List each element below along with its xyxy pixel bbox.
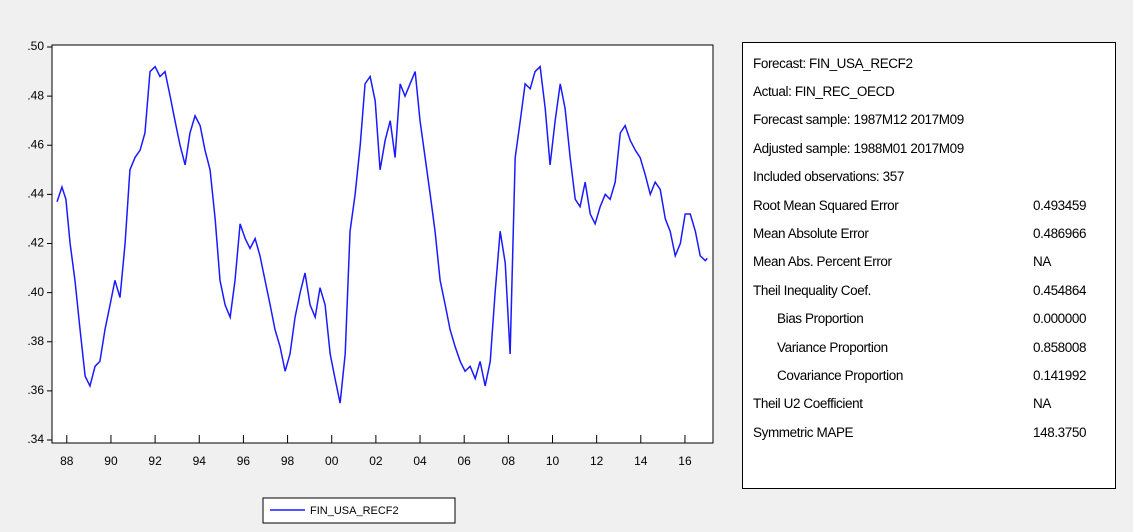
x-tick-label: 88 — [60, 454, 74, 468]
stat-label: Theil Inequality Coef. — [753, 282, 872, 298]
stats-row: Adjusted sample: 1988M01 2017M09 — [753, 134, 1115, 162]
y-tick-label: .42 — [27, 236, 44, 250]
x-tick-label: 92 — [148, 454, 162, 468]
stats-row: Forecast sample: 1987M12 2017M09 — [753, 106, 1115, 134]
stat-label: Mean Absolute Error — [753, 226, 869, 242]
x-tick-label: 00 — [325, 454, 339, 468]
x-tick-label: 96 — [237, 454, 251, 468]
y-tick-label: .48 — [27, 88, 44, 102]
stats-row: Included observations: 357 — [753, 163, 1115, 191]
x-tick-label: 98 — [281, 454, 295, 468]
x-tick-label: 10 — [546, 454, 560, 468]
stat-label: Mean Abs. Percent Error — [753, 254, 892, 270]
stats-row: Root Mean Squared Error 0.493459 — [753, 191, 1115, 219]
x-tick-label: 08 — [502, 454, 516, 468]
stat-label: Covariance Proportion — [777, 367, 903, 383]
stat-value: 0.454864 — [1033, 282, 1087, 298]
stat-label: Forecast: FIN_USA_RECF2 — [753, 55, 913, 71]
stat-label: Variance Proportion — [777, 339, 888, 355]
x-tick-label: 16 — [678, 454, 692, 468]
x-tick-label: 94 — [193, 454, 207, 468]
stat-value: NA — [1033, 254, 1051, 270]
stat-value: 0.858008 — [1033, 339, 1087, 355]
stats-row: Theil Inequality Coef. 0.454864 — [753, 276, 1115, 304]
y-tick-label: .36 — [27, 383, 44, 397]
chart: .34 .36 .38 .40 .42 .44 .46 .48 .50 88 90 92 94 96 98 0… — [27, 39, 714, 524]
plot-area — [51, 44, 714, 444]
stats-row: Mean Absolute Error 0.486966 — [753, 219, 1115, 247]
stat-label: Forecast sample: 1987M12 2017M09 — [753, 112, 964, 128]
stat-value: 0.493459 — [1033, 197, 1087, 213]
stat-label: Included observations: 357 — [753, 169, 904, 185]
stats-table: Forecast: FIN_USA_RECF2 Actual: FIN_REC_O… — [742, 42, 1116, 489]
stats-row: Covariance Proportion 0.141992 — [753, 361, 1115, 389]
stat-value: 0.141992 — [1033, 367, 1087, 383]
stat-value: NA — [1033, 396, 1051, 412]
stat-label: Theil U2 Coefficient — [753, 396, 863, 412]
x-tick-label: 04 — [413, 454, 427, 468]
stat-label: Actual: FIN_REC_OECD — [753, 84, 895, 100]
x-tick-label: 14 — [634, 454, 648, 468]
stats-row: Variance Proportion 0.858008 — [753, 333, 1115, 361]
stats-row: Theil U2 Coefficient NA — [753, 390, 1115, 418]
series-line — [56, 65, 708, 404]
y-tick-label: .34 — [27, 432, 44, 446]
stat-label: Bias Proportion — [777, 311, 864, 327]
stat-value: 0.486966 — [1033, 226, 1087, 242]
stats-row: Mean Abs. Percent Error NA — [753, 248, 1115, 276]
x-tick-label: 90 — [104, 454, 118, 468]
stats-row: Actual: FIN_REC_OECD — [753, 77, 1115, 105]
x-tick-label: 06 — [458, 454, 472, 468]
x-tick-label: 02 — [369, 454, 383, 468]
y-tick-label: .44 — [27, 187, 44, 201]
y-tick-label: .40 — [27, 285, 44, 299]
stats-row: Forecast: FIN_USA_RECF2 — [753, 49, 1115, 77]
stat-label: Adjusted sample: 1988M01 2017M09 — [753, 140, 964, 156]
y-tick-label: .38 — [27, 334, 44, 348]
stats-row: Bias Proportion 0.000000 — [753, 305, 1115, 333]
y-tick-label: .50 — [27, 39, 44, 53]
stat-label: Root Mean Squared Error — [753, 197, 899, 213]
x-tick-label: 12 — [590, 454, 604, 468]
stat-label: Symmetric MAPE — [753, 424, 854, 440]
legend-label: FIN_USA_RECF2 — [310, 505, 399, 517]
stat-value: 0.000000 — [1033, 311, 1087, 327]
stat-value: 148.3750 — [1033, 424, 1087, 440]
y-tick-label: .46 — [27, 137, 44, 151]
stats-row: Symmetric MAPE 148.3750 — [753, 418, 1115, 446]
